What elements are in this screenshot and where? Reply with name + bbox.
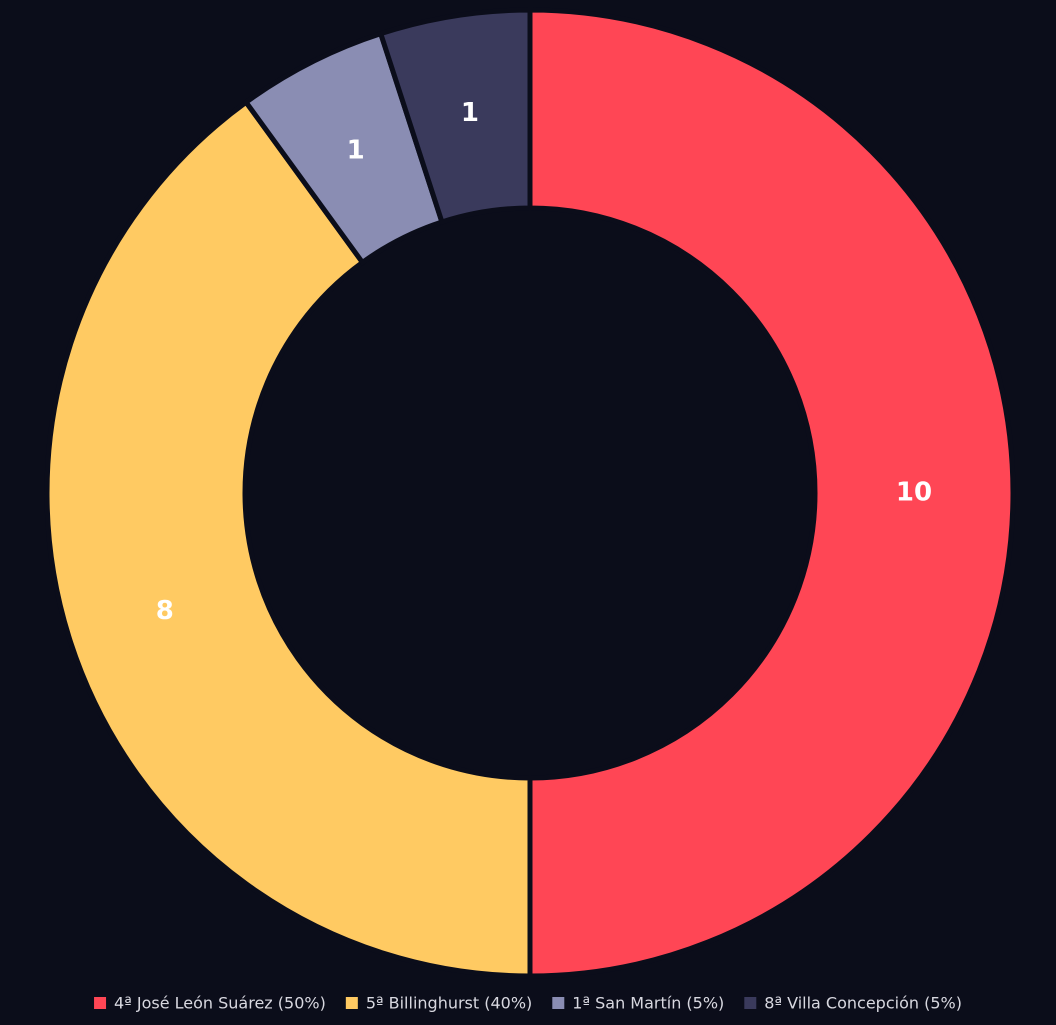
donut-slice [377,7,533,226]
donut-slice [527,7,1016,979]
legend-label: 1ª San Martín (5%) [572,994,724,1013]
legend-swatch [94,997,107,1009]
data-label: 1 [347,135,365,165]
donut-slice [44,98,533,979]
legend-swatch [345,997,358,1009]
legend-swatch [552,997,565,1009]
legend-swatch [744,997,757,1009]
data-label: 1 [461,98,479,128]
legend-label: 4ª José León Suárez (50%) [114,994,326,1013]
legend-label: 8ª Villa Concepción (5%) [764,994,962,1013]
data-label: 10 [896,478,932,508]
data-label: 8 [156,596,174,626]
legend-label: 5ª Billinghurst (40%) [366,994,532,1013]
